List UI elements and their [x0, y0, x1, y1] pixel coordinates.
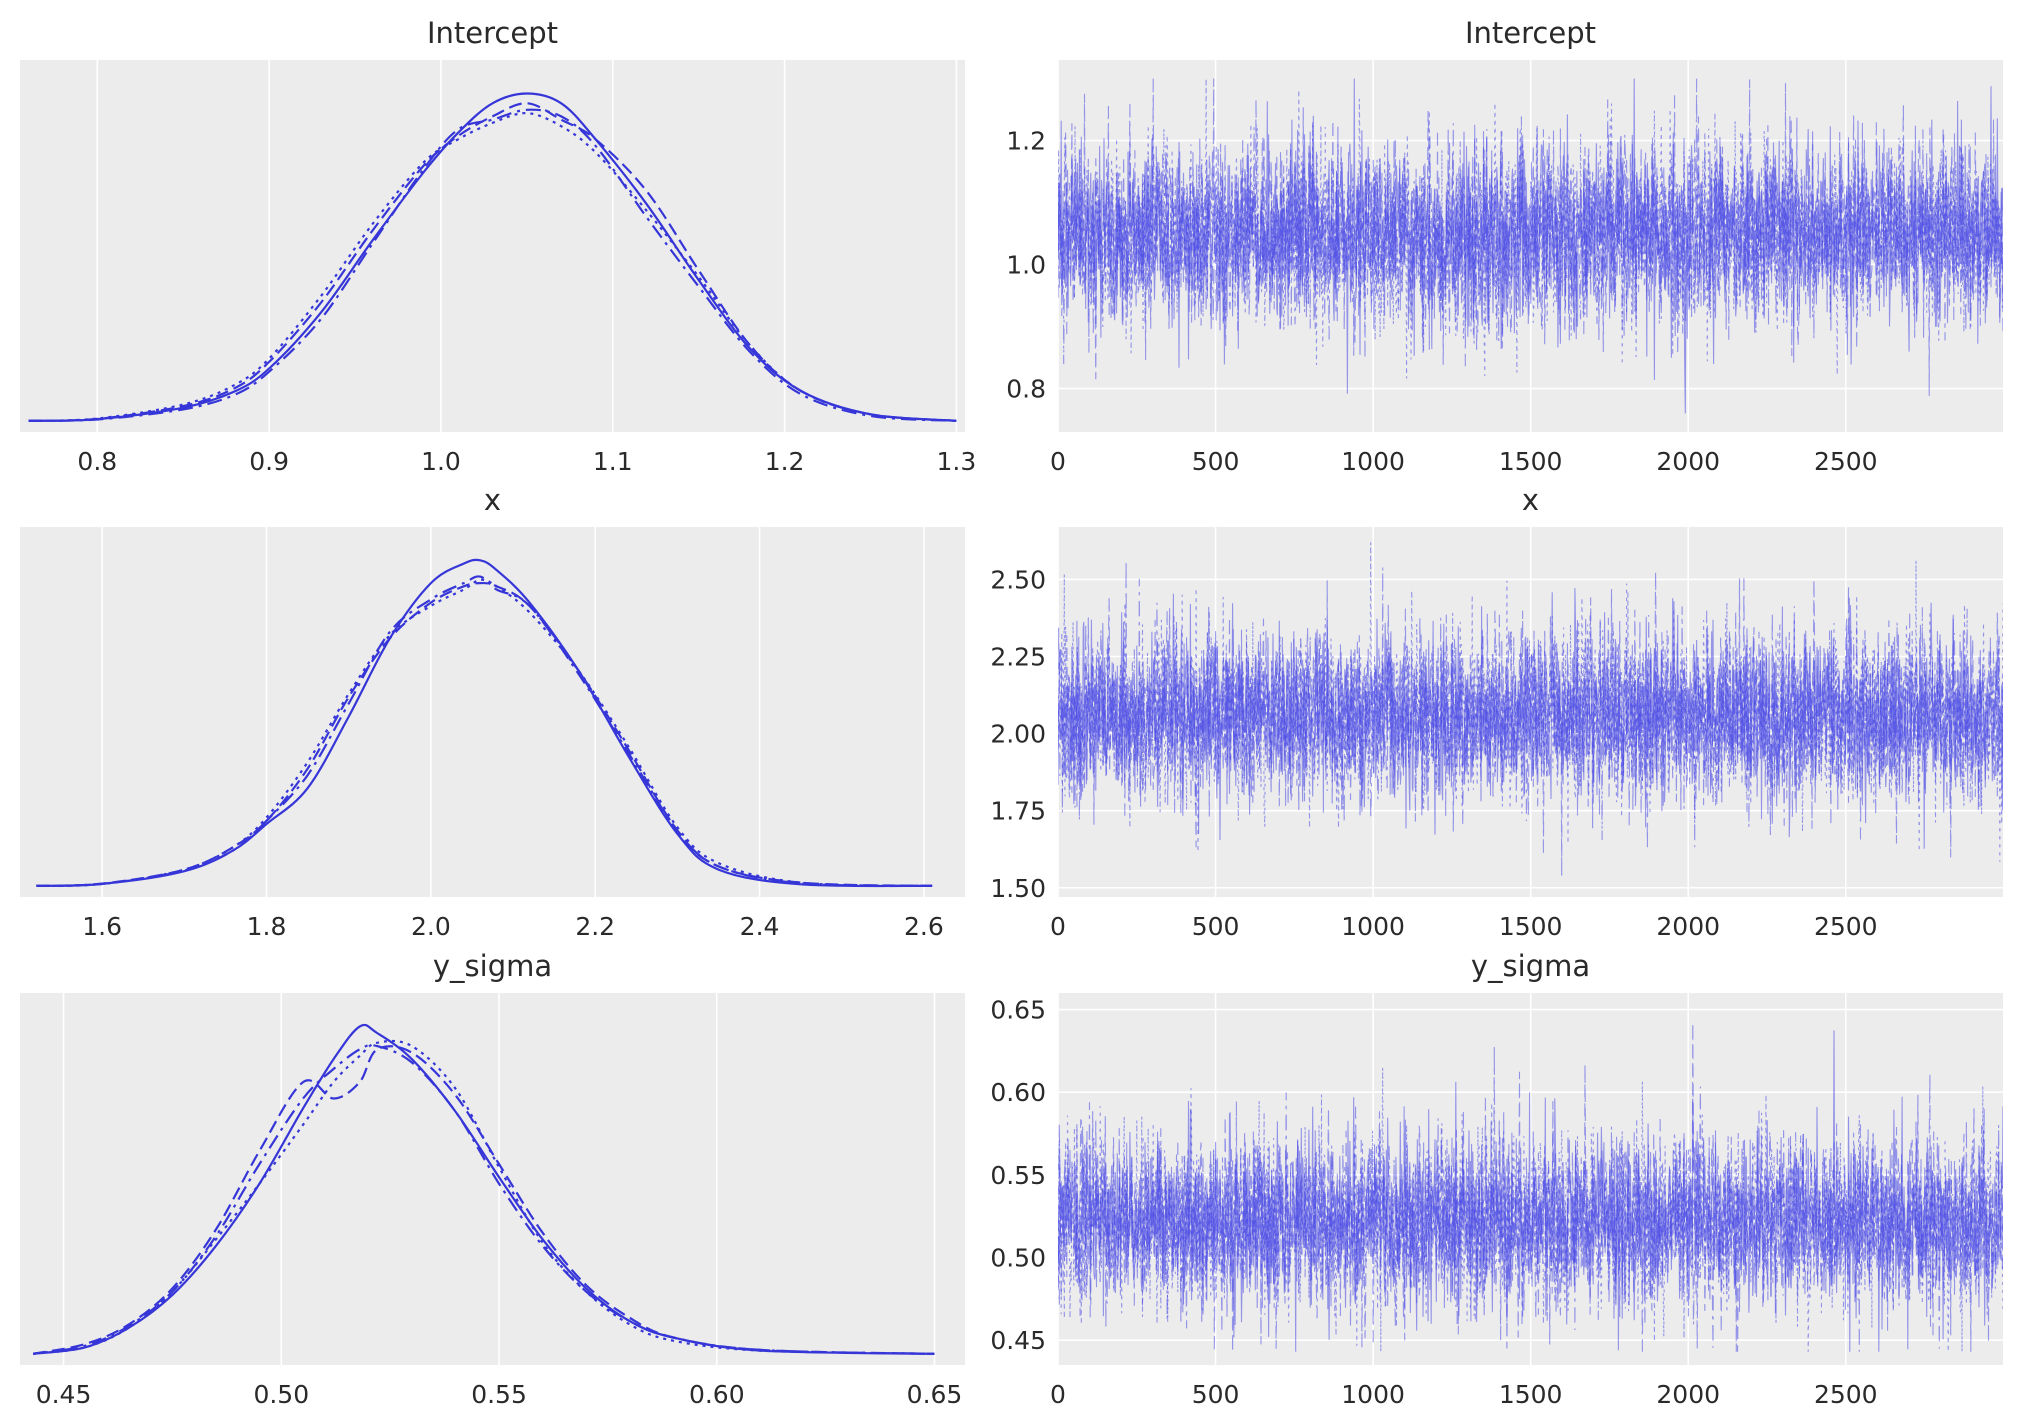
- trace-line-chain-3: [1058, 1045, 2003, 1352]
- y-tick-label: 1.0: [1006, 251, 1046, 280]
- x-tick-label: 2500: [1814, 912, 1878, 941]
- y-tick-label: 0.65: [990, 996, 1046, 1025]
- x-tick-label: 500: [1192, 912, 1240, 941]
- x-tick-label: 2.4: [740, 912, 780, 941]
- x-tick-label: 500: [1192, 447, 1240, 476]
- x-tick-label: 0.65: [907, 1380, 963, 1409]
- x-tick-label: 1.1: [593, 447, 633, 476]
- trace-line-chain-3: [1058, 78, 2003, 367]
- x-tick-label: 2500: [1814, 447, 1878, 476]
- subplot-title: x: [1522, 483, 1539, 517]
- x-tick-label: 500: [1192, 1380, 1240, 1409]
- x-tick-label: 1000: [1341, 912, 1405, 941]
- panel-x-density: 1.6 1.8 2.0 2.2 2.4 2.6 x: [20, 483, 965, 941]
- density-line-dashdot: [36, 575, 933, 887]
- x-tick-label: 2500: [1814, 1380, 1878, 1409]
- x-tick-label: 1000: [1341, 447, 1405, 476]
- density-line-dashed: [28, 102, 957, 422]
- trace-line-chain-2: [1058, 78, 2003, 379]
- x-tick-label: 0: [1050, 447, 1066, 476]
- density-line-dotted: [36, 578, 933, 887]
- density-line-dotted: [28, 111, 957, 422]
- x-tick-label: 0.60: [689, 1380, 745, 1409]
- subplot-title: Intercept: [1465, 16, 1596, 50]
- x-tick-label: 2.6: [904, 912, 944, 941]
- y-tick-label: 0.45: [990, 1326, 1046, 1355]
- y-tick-label: 0.60: [990, 1078, 1046, 1107]
- x-tick-label: 1500: [1499, 447, 1563, 476]
- panel-x-trace: 0 500 1000 1500 2000 2500 1.50 1.75 2.00 2.25 2.50…: [990, 483, 2003, 941]
- x-tick-label: 1.8: [247, 912, 287, 941]
- y-tick-label: 2.25: [990, 643, 1046, 672]
- x-tick-label: 0.45: [36, 1380, 92, 1409]
- x-tick-label: 0.55: [471, 1380, 527, 1409]
- x-tick-label: 2000: [1656, 1380, 1720, 1409]
- plot-area-background: [20, 993, 965, 1365]
- x-tick-label: 2.0: [411, 912, 451, 941]
- x-tick-label: 1.0: [421, 447, 461, 476]
- x-tick-label: 2000: [1656, 912, 1720, 941]
- x-tick-label: 1.3: [937, 447, 977, 476]
- density-line-solid: [32, 1023, 935, 1355]
- trace-line-chain-2: [1058, 1067, 2003, 1352]
- x-tick-label: 2.2: [575, 912, 615, 941]
- trace-line-chain-1: [1058, 571, 2003, 876]
- y-tick-label: 1.75: [990, 797, 1046, 826]
- x-tick-label: 2000: [1656, 447, 1720, 476]
- plot-area-background: [20, 527, 965, 897]
- density-line-solid: [28, 92, 957, 422]
- trace-line-chain-2: [1058, 542, 2003, 862]
- subplot-title: y_sigma: [1471, 949, 1590, 983]
- x-tick-label: 0.8: [77, 447, 117, 476]
- y-tick-label: 0.8: [1006, 375, 1046, 404]
- subplot-title: y_sigma: [433, 949, 552, 983]
- x-tick-label: 1.6: [82, 912, 122, 941]
- density-line-dashdot: [28, 108, 957, 422]
- x-tick-label: 0.9: [249, 447, 289, 476]
- y-tick-label: 0.50: [990, 1244, 1046, 1273]
- panel-intercept-trace: 0 500 1000 1500 2000 2500 0.8 1.0 1.2 Intercept: [1006, 16, 2003, 476]
- panel-intercept-density: 0.8 0.9 1.0 1.1 1.2 1.3 Intercept: [20, 16, 976, 476]
- x-tick-label: 0.50: [253, 1380, 309, 1409]
- y-tick-label: 2.50: [990, 565, 1046, 594]
- x-tick-label: 1000: [1341, 1380, 1405, 1409]
- y-tick-label: 2.00: [990, 720, 1046, 749]
- subplot-title: x: [484, 483, 501, 517]
- y-tick-label: 0.55: [990, 1161, 1046, 1190]
- density-line-dashed: [32, 1045, 935, 1355]
- panel-y-sigma-density: 0.45 0.50 0.55 0.60 0.65 y_sigma: [20, 949, 965, 1409]
- y-tick-label: 1.50: [990, 874, 1046, 903]
- trace-line-chain-3: [1058, 560, 2003, 853]
- trace-line-chain-1: [1058, 1022, 2003, 1352]
- subplot-title: Intercept: [427, 16, 558, 50]
- density-line-dotted: [32, 1039, 935, 1355]
- panel-y-sigma-trace: 0 500 1000 1500 2000 2500 0.45 0.50 0.55 0.60 0.65…: [990, 949, 2003, 1409]
- x-tick-label: 1500: [1499, 1380, 1563, 1409]
- y-tick-label: 1.2: [1006, 127, 1046, 156]
- x-tick-label: 0: [1050, 912, 1066, 941]
- x-tick-label: 0: [1050, 1380, 1066, 1409]
- x-tick-label: 1.2: [765, 447, 805, 476]
- x-tick-label: 1500: [1499, 912, 1563, 941]
